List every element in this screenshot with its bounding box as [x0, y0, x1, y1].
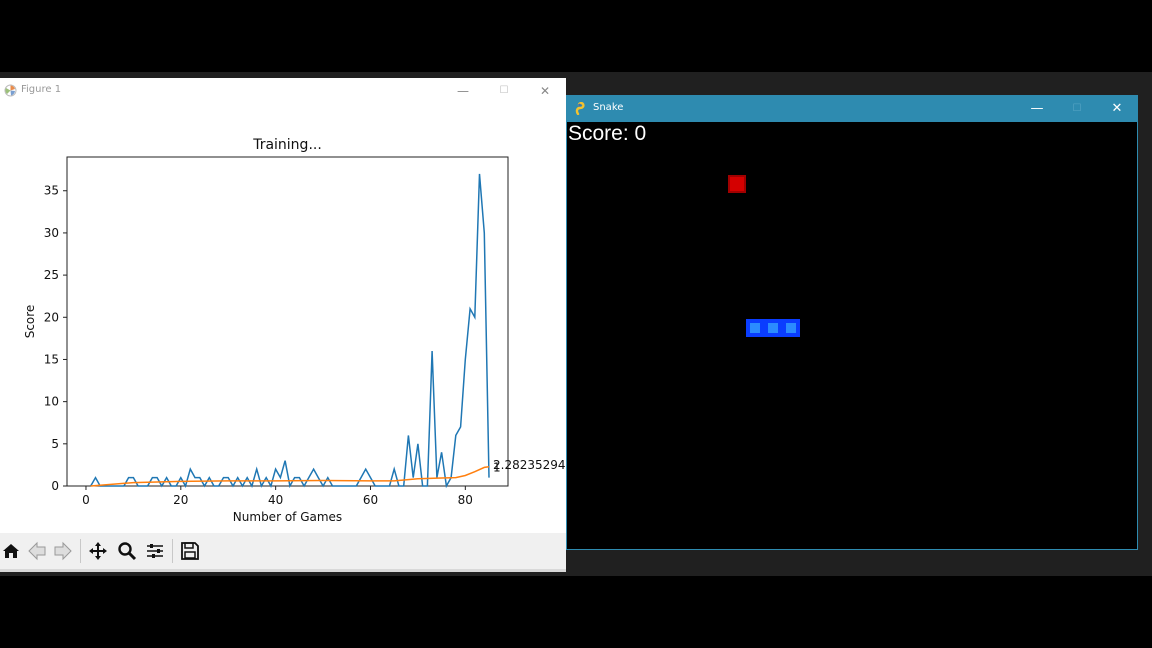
save-button[interactable] — [179, 540, 201, 562]
figure-window: Figure 1 — ☐ ✕ Training... Number of Game… — [0, 78, 566, 572]
x-tick-label: 0 — [82, 493, 90, 507]
matplotlib-app-icon — [4, 84, 17, 97]
x-axis-label: Number of Games — [233, 510, 342, 524]
y-tick-label: 5 — [51, 437, 59, 451]
zoom-button[interactable] — [116, 540, 138, 562]
pan-button[interactable] — [87, 540, 109, 562]
x-tick-label: 40 — [268, 493, 283, 507]
x-tick-label: 60 — [363, 493, 378, 507]
figure-titlebar[interactable]: Figure 1 — ☐ ✕ — [0, 78, 566, 104]
score-annotation: 1 — [493, 461, 501, 475]
forward-button[interactable] — [52, 540, 74, 562]
figure-window-title: Figure 1 — [21, 84, 62, 95]
home-icon — [3, 544, 19, 558]
food-block — [728, 175, 746, 193]
home-button[interactable] — [0, 540, 22, 562]
x-tick-label: 80 — [458, 493, 473, 507]
minimize-button[interactable]: — — [457, 84, 469, 98]
configure-subplots-button[interactable] — [144, 540, 166, 562]
score-label: Score: 0 — [568, 122, 647, 145]
training-chart: Training... Number of Games Score 0 20 40 60 80… — [23, 137, 566, 524]
y-tick-label: 35 — [44, 184, 59, 198]
mean-score-annotation: 2.2823529411764705 — [493, 458, 566, 472]
chart-title: Training... — [252, 137, 322, 153]
figure-window-border — [0, 569, 566, 572]
back-icon — [28, 541, 46, 561]
snake-window: Snake — ☐ ✕ Score: 0 — [566, 95, 1138, 550]
pan-icon — [89, 542, 107, 560]
snake-body-segment — [782, 319, 800, 337]
x-tick-label: 20 — [173, 493, 188, 507]
mean-scores-series-line — [90, 466, 490, 487]
snake-titlebar[interactable]: Snake — ☐ ✕ — [567, 96, 1137, 122]
pygame-snake-icon — [575, 102, 585, 115]
forward-icon — [54, 541, 72, 561]
zoom-icon — [118, 542, 137, 561]
snake-head — [746, 319, 764, 337]
close-button[interactable]: ✕ — [1111, 101, 1123, 116]
save-icon — [181, 542, 199, 560]
y-axis-label: Score — [23, 305, 37, 339]
y-tick-label: 30 — [44, 226, 59, 240]
minimize-button[interactable]: — — [1030, 101, 1044, 116]
game-board[interactable]: Score: 0 — [567, 122, 1137, 549]
snake-window-title: Snake — [593, 102, 624, 113]
y-tick-label: 0 — [51, 479, 59, 493]
back-button[interactable] — [26, 540, 48, 562]
maximize-button[interactable]: ☐ — [499, 85, 509, 96]
axes-frame — [66, 156, 509, 487]
scores-series-line — [90, 173, 490, 489]
snake-body-segment — [764, 319, 782, 337]
figure-toolbar — [0, 533, 566, 569]
configure-subplots-icon — [147, 544, 163, 558]
y-tick-label: 10 — [44, 395, 59, 409]
y-tick-label: 25 — [44, 268, 59, 282]
toolbar-separator — [172, 539, 173, 563]
y-tick-label: 15 — [44, 352, 59, 366]
toolbar-separator — [80, 539, 81, 563]
maximize-button[interactable]: ☐ — [1072, 103, 1082, 114]
close-button[interactable]: ✕ — [539, 84, 551, 98]
y-tick-label: 20 — [44, 310, 59, 324]
